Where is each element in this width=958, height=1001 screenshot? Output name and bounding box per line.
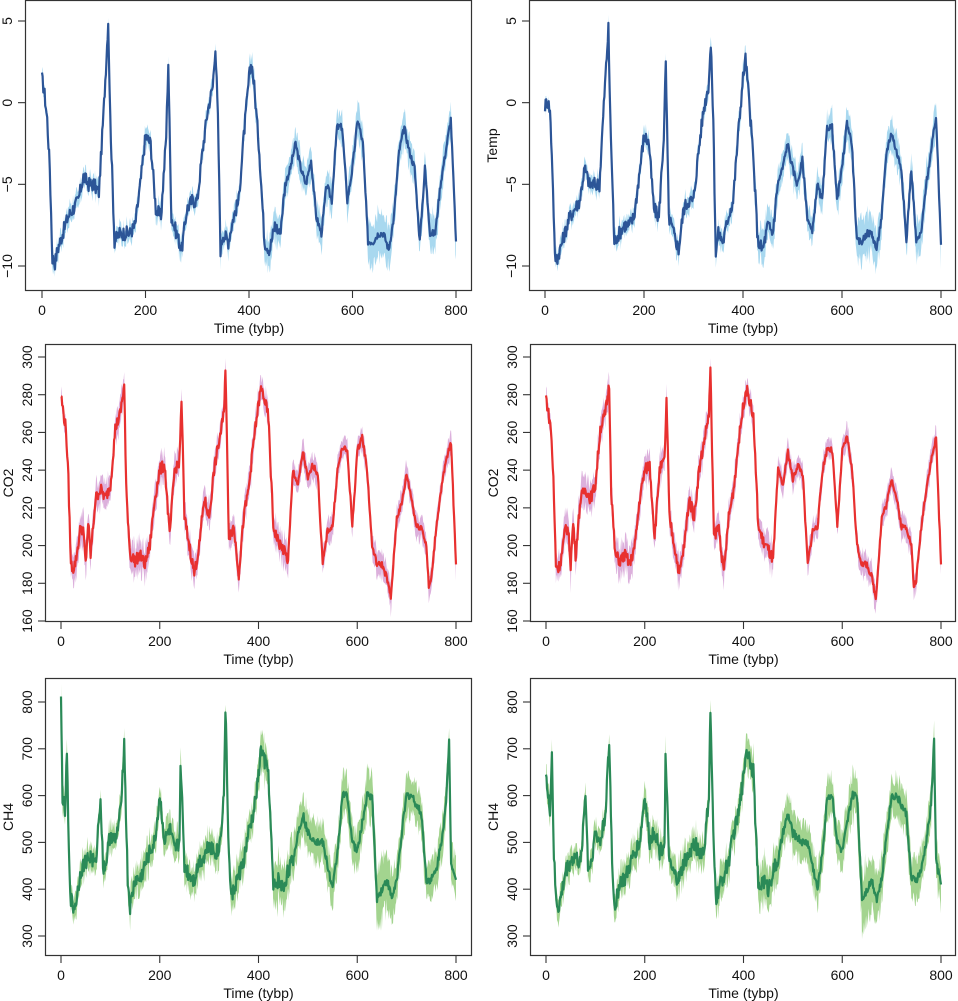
x-axis-title: Time (tybp) [708, 320, 778, 336]
y-tick-label: −5 [503, 176, 519, 192]
x-tick-label: 200 [148, 633, 172, 649]
panel-ch4-left: 0 200 400 600 800 Time (tybp) 300 400 500 600 700 8… [0, 677, 473, 1001]
y-tick-label: 160 [504, 609, 520, 633]
y-tick-label: 260 [504, 421, 520, 445]
x-tick-label: 200 [148, 967, 172, 983]
y-tick-label: 400 [19, 877, 35, 901]
uncertainty-band [546, 358, 941, 614]
x-tick-label: 200 [632, 302, 656, 318]
y-tick-label: 5 [0, 17, 15, 25]
x-tick-label: 0 [542, 967, 550, 983]
y-axis-title: Temp [484, 128, 500, 162]
series-line [544, 711, 943, 914]
panel-co2-left: 0 200 400 600 800 Time (tybp) 160 180 200 220 240 2… [0, 343, 473, 667]
y-tick-label: 240 [19, 458, 35, 482]
x-tick-label: 0 [38, 302, 46, 318]
y-tick-label: 500 [504, 831, 520, 855]
y-tick-label: 260 [19, 421, 35, 445]
x-tick-label: 600 [341, 302, 365, 318]
y-tick-label: 600 [504, 784, 520, 808]
y-tick-label: 180 [504, 571, 520, 595]
panel-temp-right: 0 200 400 600 800 Time (tybp) −10 −5 0 5 Temp [484, 0, 957, 336]
panel-co2-right: 0 200 400 600 800 Time (tybp) 160 180 200 220 240 2… [485, 343, 957, 667]
plot-frame [44, 343, 473, 623]
x-tick-label: 400 [732, 967, 756, 983]
series-line [59, 696, 458, 916]
y-tick-label: 700 [504, 737, 520, 761]
x-tick-label: 600 [346, 633, 370, 649]
plot-frame [24, 0, 473, 292]
x-axis-title: Time (tybp) [708, 651, 778, 667]
y-tick-label: 180 [19, 571, 35, 595]
y-tick-label: 200 [19, 534, 35, 558]
y-tick-label: 160 [19, 609, 35, 633]
x-tick-label: 600 [830, 302, 854, 318]
y-tick-label: 800 [504, 690, 520, 714]
y-axis-title: CH4 [485, 803, 501, 831]
y-tick-label: 300 [504, 924, 520, 948]
x-tick-label: 200 [134, 302, 158, 318]
x-axis-title: Time (tybp) [223, 985, 293, 1001]
y-tick-label: 220 [19, 496, 35, 520]
y-tick-label: 200 [504, 534, 520, 558]
y-tick-label: 280 [19, 383, 35, 407]
x-tick-label: 600 [831, 967, 855, 983]
plot-frame [528, 0, 957, 292]
y-tick-label: 800 [19, 690, 35, 714]
x-tick-label: 200 [633, 967, 657, 983]
uncertainty-band [545, 14, 941, 275]
y-tick-label: 600 [19, 784, 35, 808]
y-axis-title: CH4 [0, 803, 16, 831]
x-tick-label: 800 [929, 633, 953, 649]
series-line [60, 369, 458, 600]
x-tick-label: 400 [237, 302, 261, 318]
x-tick-label: 800 [444, 633, 468, 649]
plot-frame [529, 343, 957, 623]
panel-ch4-right: 0 200 400 600 800 Time (tybp) 300 400 500 600 700 8… [485, 677, 957, 1001]
y-axis-title: CO2 [485, 468, 501, 497]
uncertainty-band [42, 17, 456, 277]
panel-temp-left: 0 200 400 600 800 Time (tybp) −10 −5 0 5 [0, 0, 473, 336]
series-line [543, 21, 943, 265]
x-axis-title: Time (tybp) [214, 320, 284, 336]
series-line [544, 366, 943, 601]
x-tick-label: 800 [929, 967, 953, 983]
y-tick-label: −5 [0, 176, 15, 192]
y-tick-label: 300 [19, 924, 35, 948]
x-tick-label: 200 [633, 633, 657, 649]
x-tick-label: 400 [247, 633, 271, 649]
y-tick-label: 5 [503, 17, 519, 25]
x-tick-label: 800 [929, 302, 953, 318]
y-tick-label: 500 [19, 831, 35, 855]
y-tick-label: 400 [504, 877, 520, 901]
series-line [40, 22, 458, 271]
y-tick-label: 240 [504, 458, 520, 482]
x-tick-label: 600 [346, 967, 370, 983]
x-tick-label: 0 [541, 302, 549, 318]
y-tick-label: −10 [503, 254, 519, 278]
y-tick-label: 700 [19, 737, 35, 761]
plot-frame [529, 677, 957, 957]
y-tick-label: 300 [19, 345, 35, 369]
x-axis-title: Time (tybp) [708, 985, 778, 1001]
y-tick-label: 280 [504, 383, 520, 407]
plot-frame [44, 677, 473, 957]
x-tick-label: 800 [444, 967, 468, 983]
y-tick-label: −10 [0, 254, 15, 278]
x-tick-label: 400 [731, 302, 755, 318]
x-tick-label: 0 [542, 633, 550, 649]
y-tick-label: 0 [503, 99, 519, 107]
y-axis-title: CO2 [0, 468, 16, 497]
y-tick-label: 220 [504, 496, 520, 520]
y-tick-label: 300 [504, 345, 520, 369]
x-tick-label: 0 [57, 633, 65, 649]
x-tick-label: 600 [831, 633, 855, 649]
x-tick-label: 400 [247, 967, 271, 983]
x-tick-label: 0 [57, 967, 65, 983]
x-tick-label: 400 [732, 633, 756, 649]
x-tick-label: 800 [444, 302, 468, 318]
y-tick-label: 0 [0, 99, 15, 107]
x-axis-title: Time (tybp) [223, 651, 293, 667]
